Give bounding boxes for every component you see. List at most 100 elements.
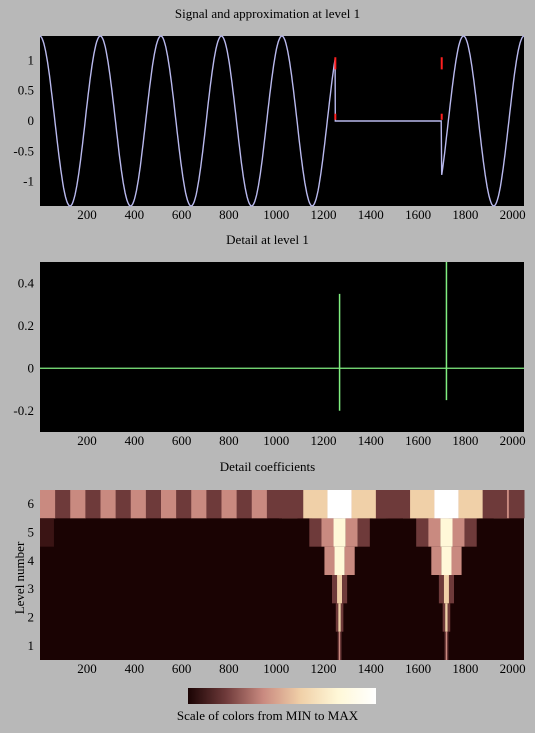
heatmap-hotspot-cell-0 bbox=[338, 603, 341, 632]
middle-y-tick-label: 0.4 bbox=[18, 275, 35, 290]
bottom-x-tick-label: 1000 bbox=[263, 661, 289, 676]
heatmap-hotspot-cell-1 bbox=[441, 546, 452, 575]
top-x-tick-label: 2000 bbox=[500, 207, 526, 222]
heatmap-hotspot-cell-1 bbox=[416, 518, 429, 547]
heatmap-hotspot-cell-0 bbox=[321, 518, 334, 547]
top-x-tick-label: 1000 bbox=[263, 207, 289, 222]
heatmap-hotspot-cell-0 bbox=[337, 631, 339, 660]
heatmap-cell-level-6 bbox=[115, 490, 132, 519]
top-y-tick-label: -1 bbox=[23, 174, 34, 189]
heatmap-hotspot-cell-0 bbox=[340, 631, 342, 660]
heatmap-cell-level-6 bbox=[100, 490, 117, 519]
heatmap-hotspot-cell-1 bbox=[434, 490, 459, 519]
heatmap-hotspot-cell-1 bbox=[482, 490, 507, 519]
bottom-x-tick-label: 1400 bbox=[358, 661, 384, 676]
signal-line bbox=[39, 35, 525, 207]
heatmap-hotspot-cell-1 bbox=[428, 518, 441, 547]
middle-y-tick-label: 0.2 bbox=[18, 318, 34, 333]
heatmap-cell-level-6 bbox=[40, 490, 56, 519]
heatmap-hotspot-cell-1 bbox=[445, 603, 448, 632]
top-x-tick-label: 400 bbox=[125, 207, 145, 222]
top-x-tick-label: 600 bbox=[172, 207, 192, 222]
top-x-tick-label: 1200 bbox=[310, 207, 336, 222]
heatmap-cell-level-5 bbox=[40, 518, 54, 547]
top-y-tick-label: 0 bbox=[28, 113, 35, 128]
middle-x-tick-label: 1400 bbox=[358, 433, 384, 448]
heatmap-hotspot-cell-0 bbox=[342, 575, 348, 604]
top-plot-area bbox=[40, 36, 524, 206]
heatmap-hotspot-cell-1 bbox=[438, 575, 444, 604]
heatmap-hotspot-cell-1 bbox=[451, 546, 462, 575]
heatmap-hotspot-cell-1 bbox=[442, 603, 446, 632]
bottom-y-tick-label: 3 bbox=[28, 581, 35, 596]
heatmap-hotspot-cell-0 bbox=[338, 631, 341, 660]
heatmap-hotspot-cell-1 bbox=[440, 518, 453, 547]
heatmap-hotspot-cell-0 bbox=[337, 575, 343, 604]
heatmap-cell-level-6 bbox=[130, 490, 147, 519]
middle-y-tick-label: -0.2 bbox=[13, 403, 34, 418]
top-y-tick-label: 1 bbox=[28, 52, 35, 67]
middle-x-tick-label: 1000 bbox=[263, 433, 289, 448]
middle-y-tick-label: 0 bbox=[28, 360, 35, 375]
bottom-chart-title: Detail coefficients bbox=[219, 459, 316, 474]
bottom-y-tick-label: 5 bbox=[28, 525, 35, 540]
bottom-x-tick-label: 1200 bbox=[310, 661, 336, 676]
bottom-x-tick-label: 600 bbox=[172, 661, 192, 676]
top-chart-title: Signal and approximation at level 1 bbox=[174, 6, 361, 21]
heatmap-hotspot-cell-1 bbox=[458, 490, 483, 519]
heatmap-hotspot-cell-0 bbox=[351, 490, 376, 519]
heatmap-hotspot-cell-0 bbox=[344, 546, 355, 575]
colorbar-label: Scale of colors from MIN to MAX bbox=[176, 708, 359, 723]
colorbar bbox=[188, 688, 376, 704]
top-y-tick-label: 0.5 bbox=[18, 83, 34, 98]
bottom-y-tick-label: 6 bbox=[28, 496, 35, 511]
heatmap-cell-level-6 bbox=[55, 490, 71, 519]
heatmap-hotspot-cell-0 bbox=[333, 518, 346, 547]
heatmap-cell-level-6 bbox=[145, 490, 162, 519]
heatmap-hotspot-cell-1 bbox=[431, 546, 442, 575]
bottom-x-tick-label: 400 bbox=[125, 661, 145, 676]
heatmap-hotspot-cell-1 bbox=[410, 490, 435, 519]
bottom-y-tick-label: 2 bbox=[28, 610, 35, 625]
heatmap-hotspot-cell-0 bbox=[334, 546, 345, 575]
heatmap-hotspot-cell-0 bbox=[309, 518, 322, 547]
middle-x-tick-label: 1200 bbox=[310, 433, 336, 448]
bottom-x-tick-label: 2000 bbox=[500, 661, 526, 676]
middle-x-tick-label: 1600 bbox=[405, 433, 431, 448]
middle-x-tick-label: 200 bbox=[77, 433, 97, 448]
heatmap-hotspot-cell-0 bbox=[303, 490, 328, 519]
top-y-tick-label: -0.5 bbox=[13, 143, 34, 158]
top-x-tick-label: 1600 bbox=[405, 207, 431, 222]
heatmap-cell-level-6 bbox=[236, 490, 253, 519]
heatmap-hotspot-cell-0 bbox=[340, 603, 344, 632]
heatmap-hotspot-cell-1 bbox=[443, 575, 449, 604]
middle-x-tick-label: 600 bbox=[172, 433, 192, 448]
middle-chart-title: Detail at level 1 bbox=[226, 232, 309, 247]
top-x-tick-label: 800 bbox=[219, 207, 239, 222]
heatmap-cell-level-6 bbox=[206, 490, 222, 519]
bottom-x-tick-label: 1800 bbox=[452, 661, 478, 676]
bottom-y-tick-label: 4 bbox=[28, 553, 35, 568]
heatmap-cell-level-6 bbox=[191, 490, 207, 519]
heatmap-hotspot-cell-1 bbox=[452, 518, 465, 547]
heatmap-hotspot-cell-1 bbox=[447, 603, 451, 632]
middle-x-tick-label: 1800 bbox=[452, 433, 478, 448]
heatmap-hotspot-cell-1 bbox=[445, 631, 448, 660]
bottom-y-tick-label: 1 bbox=[28, 638, 35, 653]
heatmap-cell-level-6 bbox=[85, 490, 101, 519]
heatmap-hotspot-cell-1 bbox=[385, 490, 411, 519]
middle-x-tick-label: 400 bbox=[125, 433, 145, 448]
heatmap-cell-level-6 bbox=[251, 490, 268, 519]
heatmap-hotspot-cell-0 bbox=[324, 546, 335, 575]
heatmap-cell-level-6 bbox=[266, 490, 283, 519]
heatmap-hotspot-cell-0 bbox=[279, 490, 304, 519]
heatmap-cell-level-6 bbox=[508, 490, 525, 519]
middle-x-tick-label: 2000 bbox=[500, 433, 526, 448]
top-x-tick-label: 1800 bbox=[452, 207, 478, 222]
heatmap-hotspot-cell-0 bbox=[357, 518, 370, 547]
heatmap-cell-level-6 bbox=[221, 490, 238, 519]
heatmap-hotspot-cell-1 bbox=[448, 575, 455, 604]
heatmap-hotspot-cell-1 bbox=[464, 518, 477, 547]
